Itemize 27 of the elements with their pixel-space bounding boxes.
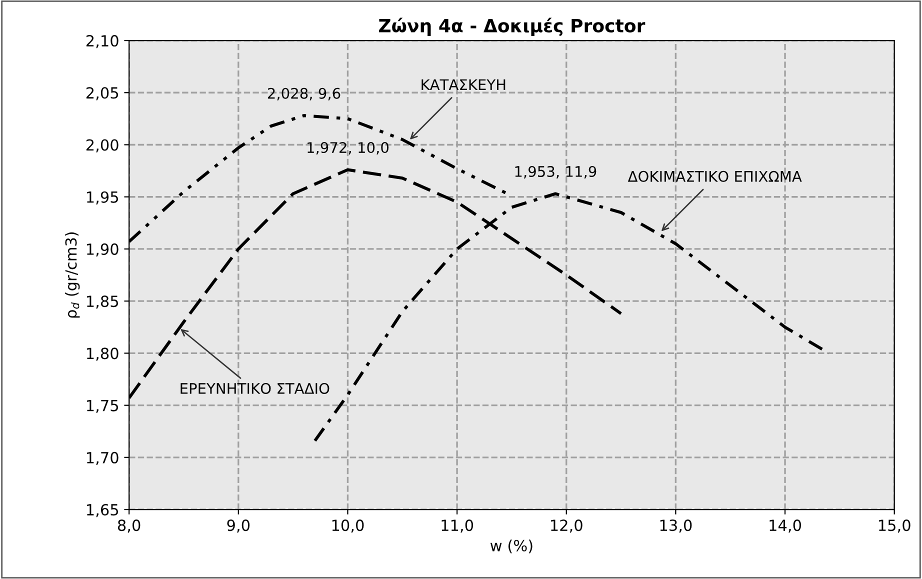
chart-title: Ζώνη 4α - Δοκιμές Proctor [379,18,646,36]
y-tick-label: 2,05 [86,87,118,100]
x-tick-label: 8,0 [118,520,140,533]
y-tick-label: 1,75 [87,400,118,413]
annotation: ΕΡΕΥΝΗΤΙΚΟ ΣΤΑΔΙΟ [180,382,330,394]
y-tick-label: 1,90 [87,243,118,257]
y-tick-label: 2,00 [86,139,118,152]
annotation: 1,972, 10,0 [308,142,389,155]
x-tick-label: 9,0 [227,520,250,533]
x-tick-label: 11,0 [442,520,474,533]
x-tick-label: 12,0 [551,520,582,533]
annotation: ΚΑΤΑΣΚΕΥΗ [422,79,506,90]
y-tick-label: 2,10 [86,34,118,48]
y-axis-title: ρ$_{d}$ (gr/cm3) [64,232,80,318]
y-tick-label: 1,80 [87,348,118,361]
y-tick-label: 1,95 [87,191,118,204]
x-tick-label: 15,0 [879,520,910,533]
y-tick-label: 1,65 [87,504,118,518]
x-tick-label: 13,0 [660,520,692,533]
y-tick-label: 1,70 [87,452,118,465]
x-tick-label: 14,0 [770,520,802,533]
annotation: ΔΟΚΙΜΑΣΤΙΚΟ ΕΠΙΧΩΜΑ [628,170,802,182]
annotation: 2,028, 9,6 [268,88,340,100]
x-tick-label: 10,0 [332,520,364,533]
x-axis-title: w (%) [490,540,532,554]
y-tick-label: 1,85 [87,296,118,309]
annotation: 1,953, 11,9 [515,166,596,179]
